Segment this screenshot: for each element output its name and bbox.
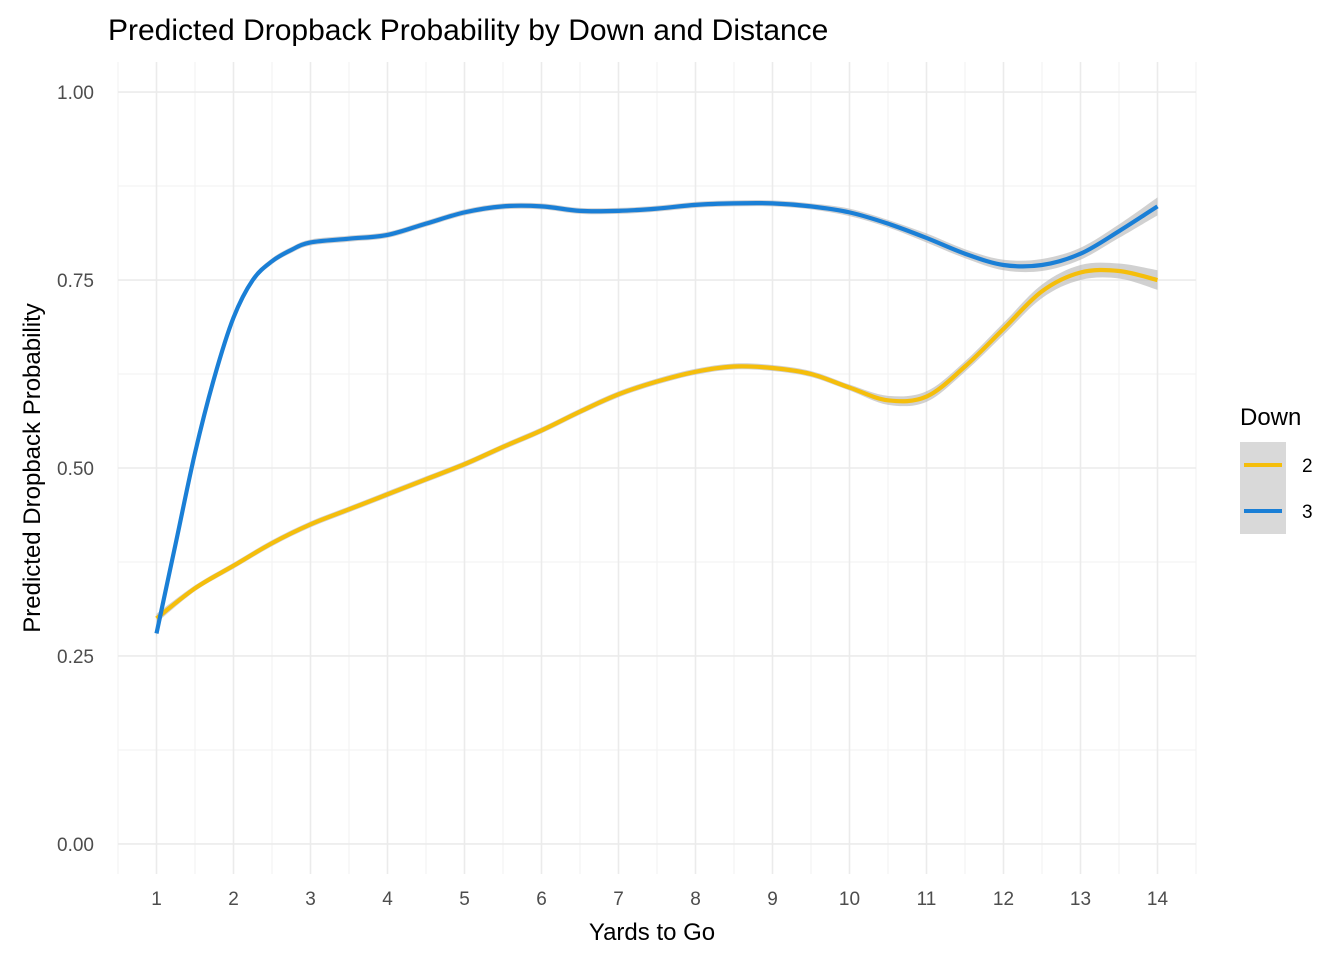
line-series-3 — [154, 200, 1159, 634]
x-tick-label: 7 — [613, 889, 624, 910]
y-axis-tick-labels: 0.00 0.25 0.50 0.75 1.00 — [57, 83, 94, 856]
x-tick-label: 12 — [993, 889, 1014, 910]
y-tick-label: 0.50 — [57, 459, 94, 480]
x-tick-label: 5 — [459, 889, 470, 910]
y-tick-label: 0.00 — [57, 835, 94, 856]
x-tick-label: 13 — [1070, 889, 1091, 910]
x-tick-label: 3 — [305, 889, 316, 910]
legend-label-series-2: 2 — [1302, 456, 1313, 477]
x-tick-label: 14 — [1147, 889, 1169, 910]
series-lines — [154, 200, 1159, 634]
x-axis-title: Yards to Go — [589, 919, 715, 946]
x-tick-label: 8 — [690, 889, 701, 910]
x-tick-label: 9 — [767, 889, 778, 910]
x-tick-label: 11 — [917, 889, 937, 910]
x-axis-tick-labels: 1 2 3 4 5 6 7 8 9 10 11 12 13 14 — [151, 889, 1168, 910]
x-tick-label: 2 — [228, 889, 239, 910]
x-tick-label: 4 — [382, 889, 393, 910]
chart-title: Predicted Dropback Probability by Down a… — [108, 14, 828, 47]
y-tick-label: 1.00 — [57, 83, 94, 104]
x-tick-label: 6 — [536, 889, 547, 910]
y-axis-title: Predicted Dropback Probability — [19, 303, 46, 633]
legend-label-series-3: 3 — [1302, 502, 1313, 523]
line-series-2 — [155, 267, 1159, 621]
major-gridlines — [118, 62, 1196, 874]
x-tick-label: 10 — [839, 889, 860, 910]
legend: Down 2 3 — [1240, 404, 1313, 534]
y-tick-label: 0.25 — [57, 647, 94, 668]
x-tick-label: 1 — [151, 889, 162, 910]
y-tick-label: 0.75 — [57, 271, 94, 292]
legend-title: Down — [1240, 404, 1301, 431]
